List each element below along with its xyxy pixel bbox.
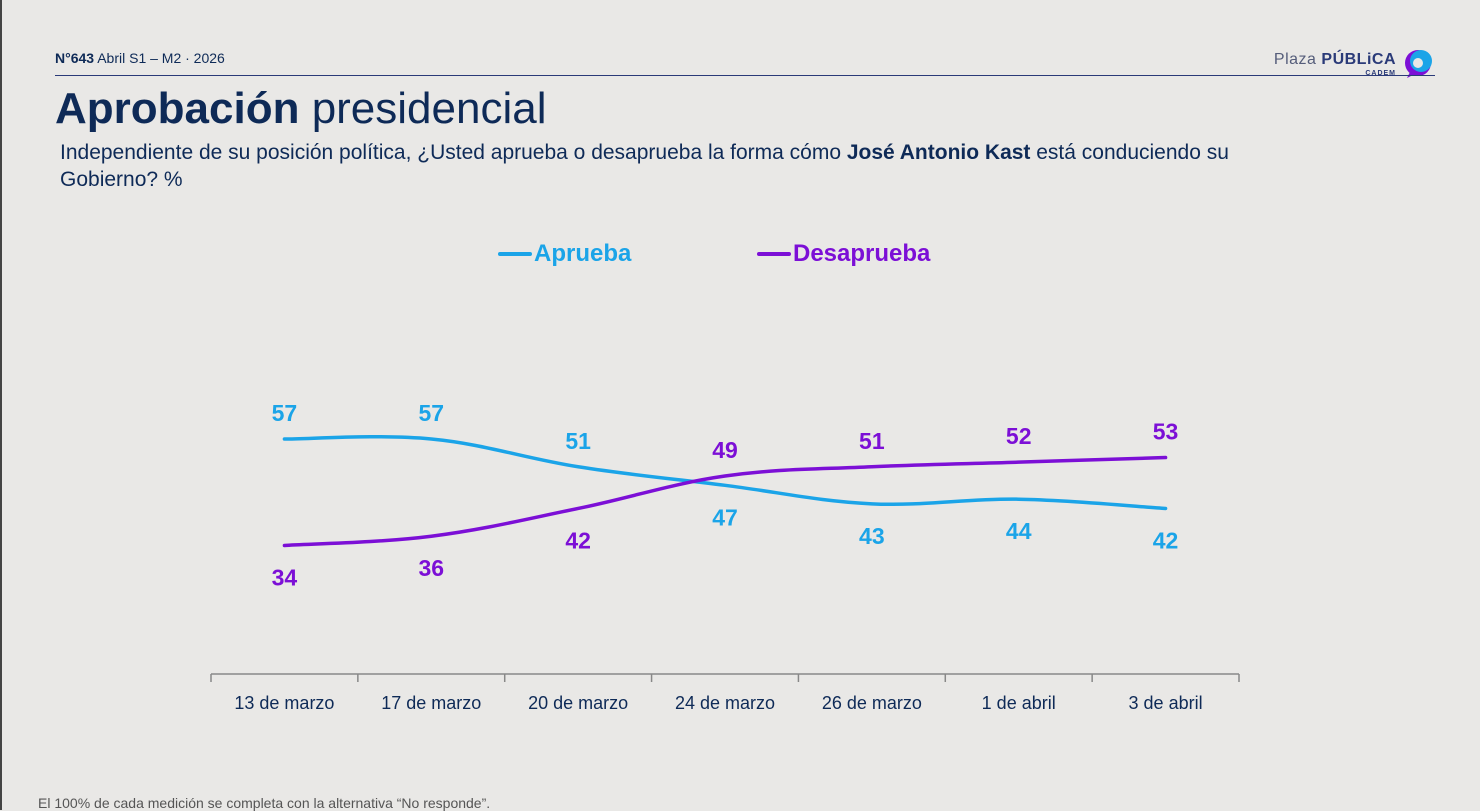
header-divider [55, 75, 1435, 76]
question-part-1: Independiente de su posición política, ¿… [60, 141, 847, 164]
data-label-desaprueba: 49 [712, 437, 738, 463]
data-label-desaprueba: 42 [565, 527, 591, 553]
x-tick-label: 24 de marzo [675, 693, 775, 713]
x-tick-label: 13 de marzo [234, 693, 334, 713]
legend-label-aprueba: Aprueba [534, 240, 632, 267]
logo-sub-cadem: CADEM [1365, 69, 1396, 77]
x-tick-label: 20 de marzo [528, 693, 628, 713]
logo-word-plaza: Plaza [1273, 50, 1317, 68]
data-label-aprueba: 51 [565, 428, 591, 454]
data-label-aprueba: 57 [418, 400, 444, 426]
question-name: José Antonio Kast [846, 141, 1031, 164]
issue-number: N°643 [55, 50, 95, 66]
legend-desaprueba: Desaprueba [757, 240, 930, 268]
data-label-aprueba: 44 [1006, 518, 1032, 544]
legend-aprueba: Aprueba [498, 240, 631, 268]
page-left-border [0, 0, 2, 810]
series-line-1 [282, 455, 1168, 548]
data-label-desaprueba: 36 [418, 555, 444, 581]
data-label-desaprueba: 53 [1153, 419, 1179, 445]
title-light: presidencial [311, 84, 547, 133]
x-tick-label: 26 de marzo [822, 693, 922, 713]
issue-line: N°643 Abril S1 – M2 · 2026 [55, 50, 225, 66]
question-part-2: está conduciendo su Gobierno? % [60, 141, 1229, 191]
data-label-desaprueba: 34 [272, 564, 298, 590]
data-label-aprueba: 42 [1153, 527, 1179, 553]
x-tick-label: 1 de abril [982, 693, 1056, 713]
data-label-aprueba: 43 [859, 523, 885, 549]
series-line-0 [282, 435, 1168, 511]
x-tick-label: 3 de abril [1129, 693, 1203, 713]
issue-date: Abril S1 – M2 · 2026 [97, 50, 225, 66]
data-label-aprueba: 57 [272, 400, 298, 426]
legend-swatch-desaprueba [757, 252, 791, 256]
legend-label-desaprueba: Desaprueba [793, 240, 931, 267]
survey-question: Independiente de su posición política, ¿… [60, 139, 1260, 193]
legend-swatch-aprueba [498, 252, 532, 256]
x-tick-label: 17 de marzo [381, 693, 481, 713]
footnote: El 100% de cada medición se completa con… [38, 795, 491, 811]
data-label-aprueba: 47 [712, 504, 738, 530]
data-label-desaprueba: 52 [1006, 423, 1032, 449]
page-title: Aprobación presidencial [55, 84, 547, 134]
data-label-desaprueba: 51 [859, 428, 885, 454]
logo-word-publica: PÚBLiCA [1321, 50, 1396, 68]
title-bold: Aprobación [55, 84, 300, 133]
